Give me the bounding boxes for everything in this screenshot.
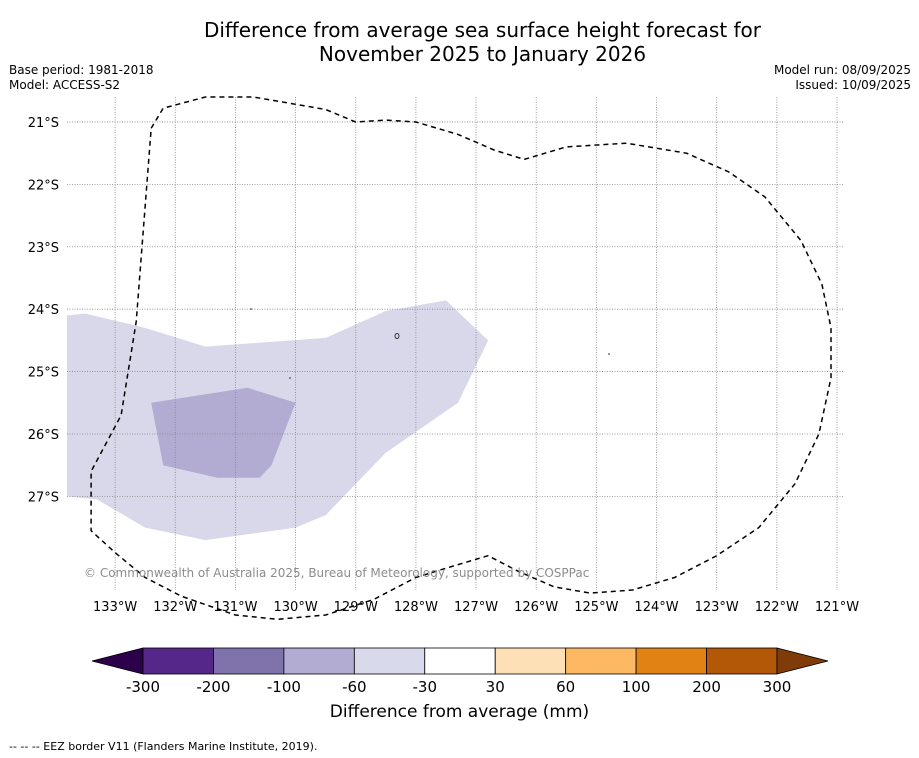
colorbar-bin	[424, 647, 496, 675]
colorbar-tick-label: -30	[413, 678, 438, 696]
island	[289, 377, 291, 379]
colorbar	[91, 647, 829, 675]
colorbar-label: Difference from average (mm)	[329, 702, 590, 722]
lat-tick-label: 24°S	[28, 303, 59, 318]
eez-border-layer	[90, 96, 832, 621]
lon-tick-label: 124°W	[634, 600, 678, 615]
meta-right: Model run: 08/09/2025 Issued: 10/09/2025	[774, 63, 911, 93]
colorbar-tick-label: -300	[126, 678, 160, 696]
colorbar-bin	[142, 647, 214, 675]
anomaly-region-minus100-minus60	[151, 387, 296, 478]
lat-tick-label: 26°S	[28, 428, 59, 443]
lon-tick-label: 127°W	[454, 600, 498, 615]
lon-tick-label: 121°W	[815, 600, 859, 615]
colorbar-bin	[213, 647, 285, 675]
colorbar-tick-label: 30	[486, 678, 505, 696]
colorbar-bin	[353, 647, 426, 675]
lon-tick-labels: 133°W 132°W 131°W 130°W 129°W 128°W 127°W 126°W…	[93, 600, 859, 615]
colorbar-tick-label: -60	[342, 678, 367, 696]
colorbar-tick-label: 100	[622, 678, 651, 696]
colorbar-tick-label: 300	[763, 678, 792, 696]
model-run: Model run: 08/09/2025	[773, 63, 911, 77]
lat-tick-label: 25°S	[28, 366, 59, 381]
islands	[250, 308, 610, 379]
lon-tick-label: 126°W	[514, 600, 558, 615]
island	[250, 308, 252, 310]
meta-left: Base period: 1981-2018 Model: ACCESS-S2	[9, 63, 154, 93]
colorbar-bin	[706, 647, 778, 675]
chart-title: Difference from average sea surface heig…	[0, 18, 919, 66]
footnote: -- -- -- EEZ border V11 (Flanders Marine…	[9, 740, 318, 753]
map-plot: 21°S22°S23°S24°S25°S26°S27°S 133°W 132°W 1…	[28, 96, 859, 696]
colorbar-tick-label: 60	[556, 678, 575, 696]
lon-tick-label: 125°W	[574, 600, 618, 615]
lon-tick-label: 128°W	[394, 600, 438, 615]
model-name: Model: ACCESS-S2	[9, 78, 121, 92]
colorbar-tick-label: -200	[196, 678, 230, 696]
lon-tick-label: 129°W	[334, 600, 378, 615]
lon-tick-label: 131°W	[213, 600, 257, 615]
lat-tick-label: 27°S	[28, 490, 59, 505]
colorbar-bin	[565, 647, 637, 675]
island	[394, 333, 400, 339]
colorbar-extend-low	[91, 647, 144, 675]
lat-tick-labels: 21°S 22°S 23°S 24°S 25°S 26°S 27°S	[28, 116, 59, 505]
colorbar-tick-label: 200	[692, 678, 721, 696]
lon-tick-label: 130°W	[274, 600, 318, 615]
lon-tick-label: 123°W	[695, 600, 739, 615]
lat-tick-label: 21°S	[28, 116, 59, 131]
title-line-1: Difference from average sea surface heig…	[203, 18, 762, 42]
colorbar-bin	[635, 647, 707, 675]
lon-tick-label: 132°W	[153, 600, 197, 615]
copyright-notice: © Commonwealth of Australia 2025, Bureau…	[84, 566, 589, 580]
lat-tick-label: 23°S	[28, 241, 59, 256]
colorbar-bin	[494, 647, 567, 675]
graticule	[67, 97, 843, 590]
lat-tick-label: 22°S	[28, 178, 59, 193]
lon-tick-label: 133°W	[93, 600, 137, 615]
lon-tick-label: 122°W	[755, 600, 799, 615]
title-line-2: November 2025 to January 2026	[318, 42, 647, 66]
colorbar-extend-high	[776, 647, 829, 675]
colorbar-bin	[283, 647, 355, 675]
colorbar-tick-labels: -300 -200 -100 -60 -30 30 60 100 200 300	[126, 678, 791, 696]
anomaly-fills	[67, 300, 489, 541]
island	[608, 353, 610, 355]
eez-border	[90, 96, 832, 621]
issued-date: Issued: 10/09/2025	[795, 78, 911, 92]
colorbar-tick-label: -100	[267, 678, 301, 696]
base-period: Base period: 1981-2018	[9, 63, 154, 77]
